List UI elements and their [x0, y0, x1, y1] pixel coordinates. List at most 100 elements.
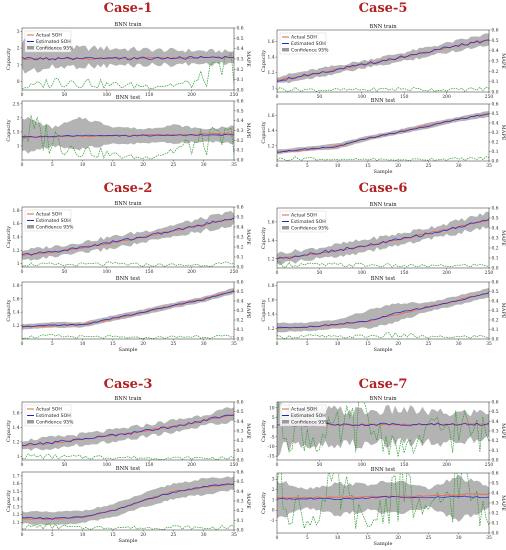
y-tick-label: 1	[272, 87, 275, 92]
x-tick-label: 0	[21, 270, 24, 275]
y-tick-label: 2	[272, 488, 275, 493]
panel-title: BNN train	[369, 24, 397, 30]
y2-tick-label: 0.4	[237, 420, 244, 425]
plot-area	[22, 115, 234, 160]
mape-line	[22, 333, 234, 339]
x-axis-label: Sample	[374, 347, 393, 353]
y2-axis-label: MAPE	[245, 303, 251, 319]
x-axis-label: Sample	[374, 169, 393, 175]
y2-tick-label: 0.0	[237, 529, 244, 534]
x-tick-label: 25	[426, 342, 432, 347]
legend-estimated-label: Estimated SOH	[36, 413, 71, 419]
x-tick-label: 35	[486, 164, 492, 169]
mape-line	[277, 402, 489, 457]
legend-actual-label: Actual SOH	[36, 212, 62, 218]
y-tick-label: 1.2	[268, 144, 275, 149]
confidence-band	[277, 111, 489, 155]
x-tick-label: 10	[80, 533, 86, 538]
y2-tick-label: 0.3	[492, 131, 499, 136]
y-tick-label: 0	[272, 426, 275, 431]
x-tick-label: 0	[276, 271, 279, 276]
confidence-band	[22, 476, 234, 526]
legend-box	[24, 30, 72, 53]
confidence-band	[22, 37, 234, 74]
y2-tick-label: 0.2	[492, 319, 499, 324]
y2-tick-label: 0.5	[237, 37, 244, 42]
x-tick-label: 150	[400, 95, 409, 100]
x-tick-label: 25	[426, 164, 432, 169]
legend-confidence-label: Confidence 95%	[291, 48, 329, 54]
x-tick-label: 10	[80, 163, 86, 168]
plot-area	[22, 407, 234, 460]
x-tick-label: 15	[365, 164, 371, 169]
y-tick-label: 1.2	[268, 257, 275, 262]
y2-tick-label: 0.2	[237, 246, 244, 251]
y-tick-label: 1.4	[268, 313, 275, 318]
x-tick-label: 30	[201, 163, 207, 168]
panel-title: BNN test	[371, 467, 396, 473]
plot-area	[22, 476, 234, 530]
y2-tick-label: 0.5	[492, 112, 499, 117]
y2-axis-label: MAPE	[245, 51, 251, 67]
x-tick-label: 5	[306, 342, 309, 347]
x-tick-label: 35	[231, 163, 237, 168]
confidence-band	[22, 288, 234, 330]
x-tick-label: 25	[171, 342, 177, 347]
x-tick-label: 20	[140, 163, 146, 168]
train-panel: BNN train 0 50 100 150 200 250 -15 -10 -5 0 5 10 0.0 0…	[261, 396, 506, 468]
y-tick-label: -15	[267, 455, 274, 460]
x-tick-label: 50	[317, 463, 323, 468]
y2-tick-label: 0.2	[237, 509, 244, 514]
y2-tick-label: 0.3	[492, 502, 499, 507]
case-title: Case-2	[104, 181, 153, 196]
y-tick-label: 1.2	[13, 513, 20, 518]
x-tick-label: 250	[230, 93, 239, 98]
panel-title: BNN train	[369, 202, 397, 208]
x-tick-label: 25	[171, 533, 177, 538]
y-tick-label: 1.6	[13, 222, 20, 227]
mape-line	[22, 52, 234, 90]
y-axis-label: Capacity	[6, 119, 12, 141]
y2-axis-label: MAPE	[245, 493, 251, 509]
y-tick-label: 1.4	[13, 311, 20, 316]
x-tick-label: 15	[110, 342, 116, 347]
train-panel: BNN train 0 50 100 150 200 250 0 1 2 3 0.0 0.1 0.2 0.3…	[6, 22, 251, 98]
y2-tick-label: 0.5	[492, 217, 499, 222]
x-tick-label: 20	[395, 342, 401, 347]
y-tick-label: 1.2	[268, 71, 275, 76]
y2-axis-label: MAPE	[500, 53, 506, 69]
x-tick-label: 0	[276, 95, 279, 100]
y-tick-label: 1.3	[13, 505, 20, 510]
y2-tick-label: 0.4	[237, 47, 244, 52]
x-tick-label: 0	[21, 533, 24, 538]
y2-tick-label: 0.0	[237, 338, 244, 343]
y2-axis-label: MAPE	[245, 123, 251, 139]
x-tick-label: 15	[365, 536, 371, 541]
case-title: Case-5	[359, 1, 408, 16]
legend-confidence-label: Confidence 95%	[291, 226, 329, 232]
legend-estimated-label: Estimated SOH	[291, 413, 326, 419]
x-tick-label: 20	[395, 164, 401, 169]
y2-tick-label: 0.4	[492, 122, 499, 127]
actual-soh-line	[22, 290, 234, 328]
test-panel: BNN test 0 5 10 15 20 25 30 35 -1 0 1 2 3 0.0 0.1 0.2 0.3…	[261, 467, 506, 547]
panel-title: BNN train	[369, 396, 397, 402]
y2-tick-label: 0.3	[237, 500, 244, 505]
y2-tick-label: 0.1	[492, 257, 499, 262]
actual-soh-line	[22, 132, 234, 139]
y-tick-label: 1.8	[13, 209, 20, 214]
y2-tick-label: 0.0	[237, 459, 244, 464]
panel-title: BNN test	[371, 98, 396, 104]
legend-confidence-swatch	[27, 46, 34, 50]
y2-tick-label: 0.3	[492, 430, 499, 435]
y2-tick-label: 0.1	[237, 328, 244, 333]
y-tick-label: -5	[270, 435, 274, 440]
y2-tick-label: 0.4	[492, 300, 499, 305]
estimated-soh-line	[277, 39, 489, 82]
y-axis-label: Capacity	[6, 48, 12, 70]
x-tick-label: 10	[335, 342, 341, 347]
